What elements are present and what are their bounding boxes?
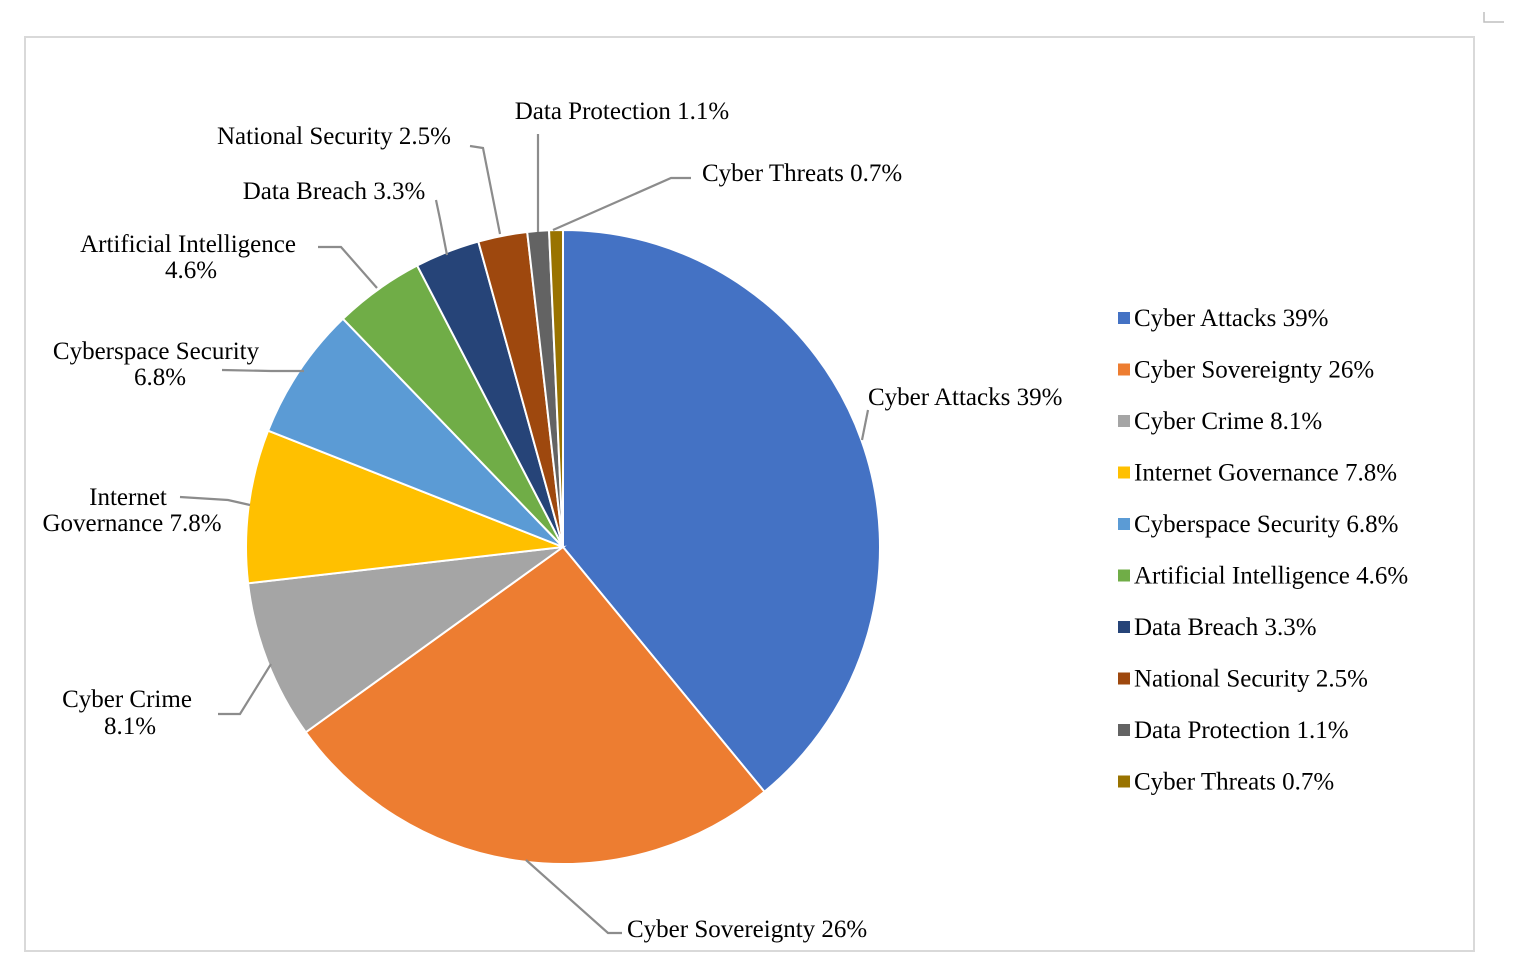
legend-label-cyber-attacks: Cyber Attacks 39% [1134, 305, 1328, 332]
corner-mark [1483, 12, 1504, 23]
legend-label-national-security: National Security 2.5% [1134, 666, 1368, 693]
legend-swatch-cyber-threats [1118, 775, 1130, 788]
leader-line-data-breach [434, 199, 449, 256]
leader-lines [179, 134, 870, 935]
leader-line-cyber-sovereignty [525, 859, 622, 935]
data-label-national-security: National Security 2.5% [217, 123, 451, 150]
legend-label-data-breach: Data Breach 3.3% [1134, 614, 1317, 641]
legend-label-artificial-intelligence: Artificial Intelligence 4.6% [1134, 563, 1408, 590]
legend: Cyber Attacks 39% Cyber Sovereignty 26% Cy… [1118, 305, 1408, 796]
legend-swatch-cyber-crime [1118, 415, 1130, 427]
legend-swatch-cyber-attacks [1118, 312, 1130, 324]
legend-swatch-internet-governance [1118, 466, 1130, 479]
legend-label-cyber-crime: Cyber Crime 8.1% [1134, 408, 1322, 435]
data-label-artificial-intelligence-line2: 4.6% [165, 257, 217, 284]
legend-swatch-data-protection [1118, 724, 1130, 736]
data-label-data-protection: Data Protection 1.1% [515, 98, 730, 125]
leader-line-cyber-attacks [860, 409, 870, 441]
legend-swatch-data-breach [1118, 621, 1130, 633]
legend-label-data-protection: Data Protection 1.1% [1134, 717, 1349, 744]
pie-slice-cyber-threats [548, 228, 564, 548]
pie-slice-cyber-sovereignty [304, 545, 766, 865]
data-label-cyberspace-security-line2: 6.8% [134, 364, 186, 391]
pie-slices [245, 228, 881, 865]
legend-swatch-cyberspace-security [1118, 518, 1130, 530]
legend-label-internet-governance: Internet Governance 7.8% [1134, 460, 1397, 487]
pie-slice-cyber-attacks [562, 228, 881, 794]
data-label-internet-governance-line1: Internet [89, 484, 167, 511]
data-label-data-breach: Data Breach 3.3% [243, 178, 426, 205]
leader-line-cyber-threats [552, 176, 691, 232]
legend-swatch-artificial-intelligence [1118, 569, 1130, 582]
legend-swatch-cyber-sovereignty [1118, 363, 1130, 376]
legend-label-cyberspace-security: Cyberspace Security 6.8% [1134, 511, 1399, 538]
leader-line-cyber-crime [218, 663, 272, 716]
leader-line-artificial-intelligence [318, 245, 378, 289]
legend-swatch-national-security [1118, 672, 1130, 685]
pie-slice-cyber-crime [246, 545, 567, 734]
slice-labels: Cyber Attacks 39% Cyber Sovereignty 26% Cy… [42, 98, 1062, 943]
data-label-cyber-crime-line2: 8.1% [104, 713, 156, 740]
leader-line-national-security [469, 144, 502, 235]
data-label-cyber-sovereignty: Cyber Sovereignty 26% [627, 916, 867, 943]
leader-line-internet-governance [179, 495, 251, 507]
data-label-cyber-attacks: Cyber Attacks 39% [868, 384, 1062, 411]
legend-label-cyber-threats: Cyber Threats 0.7% [1134, 769, 1334, 796]
data-label-internet-governance-line2: Governance 7.8% [42, 510, 221, 537]
data-label-artificial-intelligence-line1: Artificial Intelligence [80, 231, 296, 258]
data-label-cyberspace-security-line1: Cyberspace Security [53, 338, 260, 365]
data-label-cyber-crime-line1: Cyber Crime [62, 686, 192, 713]
leader-line-cyberspace-security [221, 368, 304, 373]
legend-label-cyber-sovereignty: Cyber Sovereignty 26% [1134, 357, 1374, 384]
data-label-cyber-threats: Cyber Threats 0.7% [702, 160, 902, 187]
